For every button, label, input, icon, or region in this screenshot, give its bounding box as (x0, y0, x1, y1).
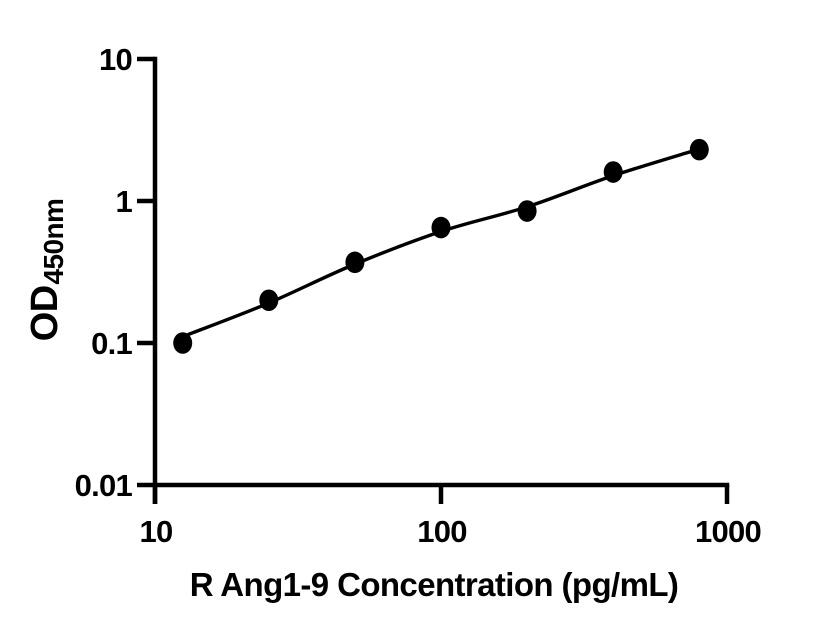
y-tick-label: 1 (116, 184, 133, 219)
x-tick-label: 1000 (695, 514, 761, 549)
y-tick-label: 0.01 (75, 468, 133, 503)
data-point (173, 332, 193, 354)
x-tick-label: 10 (140, 514, 173, 549)
data-point (603, 161, 623, 183)
y-axis-title: OD450nm (24, 198, 69, 342)
y-axis-title-subscript: 450nm (38, 198, 69, 285)
data-point (517, 200, 537, 222)
data-point (259, 289, 279, 312)
data-point (431, 216, 451, 239)
data-point (689, 138, 709, 161)
y-axis-title-text: OD (24, 285, 66, 342)
y-tick-label: 0.1 (91, 326, 132, 361)
y-tick-label: 10 (99, 42, 132, 77)
data-point (345, 251, 365, 274)
x-axis-title: R Ang1-9 Concentration (pg/mL) (189, 566, 679, 603)
x-tick-label: 100 (417, 514, 466, 549)
